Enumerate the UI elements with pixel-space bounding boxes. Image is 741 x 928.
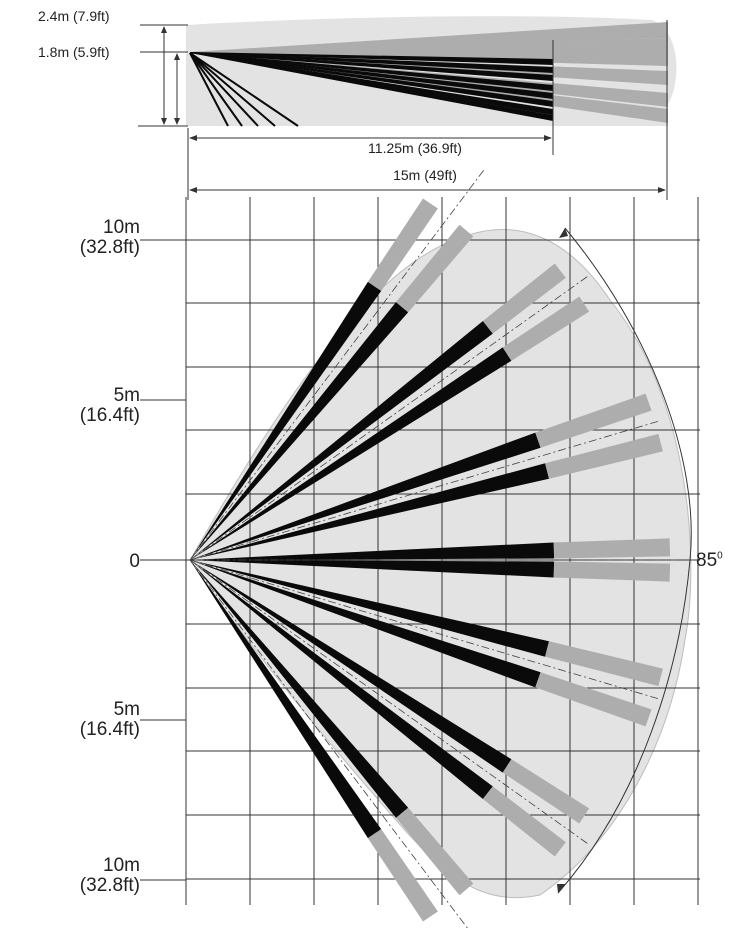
top-view: [140, 168, 700, 928]
near-zone-beam: [190, 560, 493, 799]
side-near-beam: [190, 52, 553, 99]
degree-symbol: 0: [717, 550, 723, 562]
arrowhead: [544, 135, 552, 141]
side-near-beam: [190, 52, 553, 121]
side-view: [138, 16, 677, 200]
far-zone-beam: [482, 263, 566, 334]
scale-label-meters: 10m: [103, 217, 140, 238]
far-zone-beam: [535, 672, 652, 727]
near-zone-beam: [190, 560, 555, 578]
beam-centerline: [189, 559, 468, 928]
near-zone-beam: [190, 560, 541, 688]
far-zone-beam: [553, 561, 671, 582]
height-label-2-4m: 2.4m (7.9ft): [38, 8, 110, 24]
arrowhead: [658, 187, 666, 193]
far-zone-beam: [545, 433, 663, 479]
coverage-angle-label: 850: [696, 550, 723, 572]
near-zone-beam: [190, 463, 549, 560]
arrowhead: [189, 135, 197, 141]
far-zone-beam: [367, 198, 438, 291]
scale-label-origin: 0: [40, 552, 140, 572]
range-label-15m: 15m (49ft): [393, 167, 457, 183]
scale-label-top-5m: 5m (16.4ft): [40, 386, 140, 426]
near-zone-beam: [190, 560, 512, 773]
side-near-beam: [190, 52, 553, 73]
far-zone-beam: [553, 538, 671, 559]
far-zone-beam: [396, 807, 474, 896]
side-down-beam: [189, 52, 243, 127]
side-down-beam: [189, 52, 229, 127]
scale-label-feet: (16.4ft): [79, 405, 140, 426]
beam-centerline: [189, 559, 660, 700]
near-zone-beam: [190, 432, 541, 560]
side-down-beam: [189, 52, 299, 127]
far-zone-beam: [535, 393, 652, 448]
scale-label-bottom-5m: 5m (16.4ft): [40, 700, 140, 740]
arrowhead: [174, 118, 180, 125]
angle-value: 85: [696, 550, 718, 571]
beam-centerline: [189, 168, 486, 561]
far-zone-beam: [482, 786, 566, 857]
far-zone-beam: [502, 296, 590, 361]
arrowhead: [559, 228, 568, 238]
far-zone-beam: [367, 829, 438, 922]
far-zone-beam: [502, 759, 590, 824]
side-down-beam: [189, 52, 259, 127]
scale-label-feet: (32.8ft): [79, 237, 140, 258]
far-zone-beam: [396, 224, 474, 313]
scale-label-meters: 0: [129, 551, 140, 572]
near-zone-beam: [190, 302, 409, 560]
scale-label-feet: (32.8ft): [79, 875, 140, 896]
scale-label-meters: 5m: [113, 385, 140, 406]
beam-centerline: [189, 420, 660, 561]
scale-label-feet: (16.4ft): [79, 719, 140, 740]
arrowhead: [161, 118, 167, 125]
side-near-beam: [190, 52, 553, 91]
beam-centerline: [189, 559, 590, 845]
near-zone-beam: [190, 560, 549, 657]
near-zone-beam: [190, 542, 555, 560]
arrowhead: [161, 26, 167, 33]
side-near-beam: [190, 52, 553, 107]
side-near-beam: [190, 52, 553, 81]
range-label-11-25m: 11.25m (36.9ft): [368, 140, 462, 156]
side-near-beam: [190, 52, 553, 65]
scale-label-top-10m: 10m (32.8ft): [40, 218, 140, 258]
scale-label-bottom-10m: 10m (32.8ft): [40, 856, 140, 896]
beam-centerline: [189, 275, 590, 561]
far-zone-beam: [545, 641, 663, 687]
arrowhead: [189, 187, 197, 193]
near-zone-beam: [190, 347, 512, 560]
arrowhead: [174, 53, 180, 60]
near-zone-beam: [190, 560, 382, 839]
side-far-beam: [190, 38, 668, 54]
height-label-1-8m: 1.8m (5.9ft): [38, 44, 110, 60]
side-far-beam: [190, 22, 668, 53]
near-zone-beam: [190, 321, 493, 560]
near-zone-beam: [190, 281, 382, 560]
side-down-beam: [189, 52, 276, 127]
scale-label-meters: 10m: [103, 855, 140, 876]
near-zone-beam: [190, 560, 409, 818]
arrowhead: [557, 884, 566, 893]
scale-label-meters: 5m: [113, 699, 140, 720]
